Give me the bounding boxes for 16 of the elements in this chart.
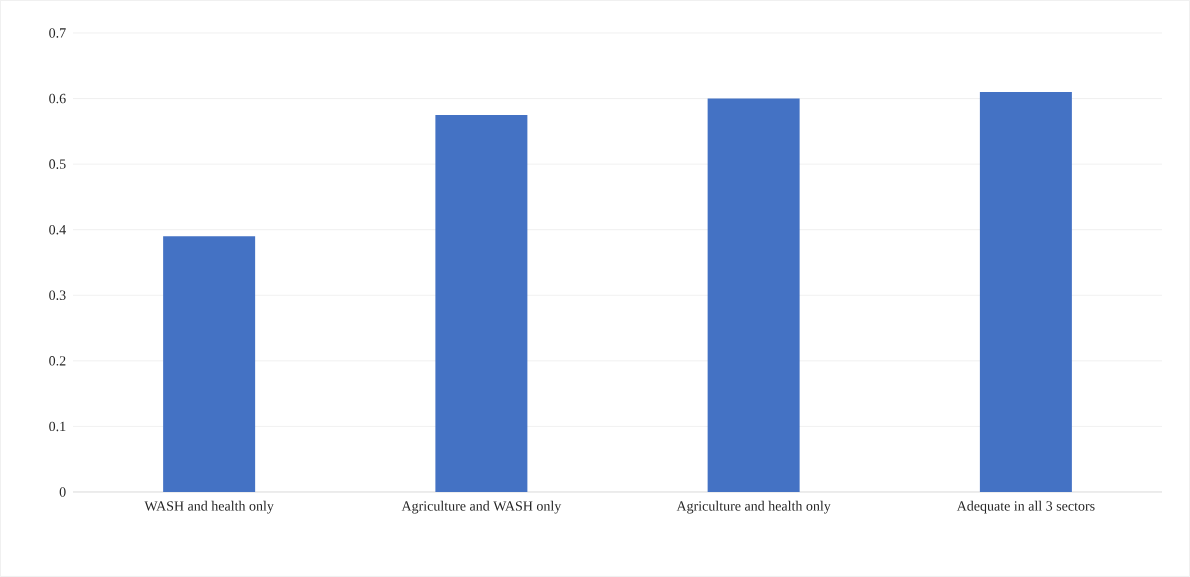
- bar: [435, 114, 528, 492]
- y-tick-label: 0.4: [49, 224, 66, 235]
- y-tick-label: 0: [59, 487, 66, 497]
- y-tick-label: 0.1: [49, 421, 66, 432]
- y-tick-label: 0.7: [49, 28, 66, 38]
- y-tick-label: 0.5: [49, 159, 66, 169]
- x-tick-label: Adequate in all 3 sectors: [956, 500, 1095, 514]
- x-tick-label: Agriculture and WASH only: [401, 500, 562, 514]
- x-tick-label: Agriculture and health only: [676, 500, 831, 514]
- y-tick-label: 0.6: [49, 93, 66, 104]
- bar: [163, 236, 256, 492]
- x-tick-label: WASH and health only: [144, 500, 274, 514]
- y-tick-label: 0.3: [49, 290, 66, 301]
- bar: [979, 92, 1072, 492]
- y-tick-label: 0.2: [49, 356, 66, 366]
- bar: [707, 98, 800, 492]
